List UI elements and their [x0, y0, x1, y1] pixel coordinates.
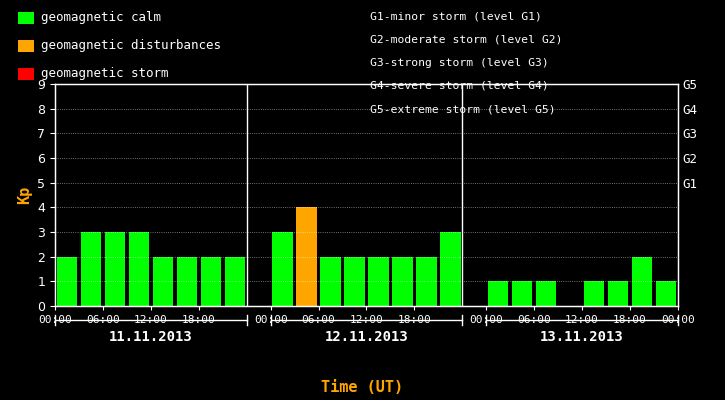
Text: G2-moderate storm (level G2): G2-moderate storm (level G2)	[370, 34, 563, 44]
Bar	[320, 257, 341, 306]
Bar	[368, 257, 389, 306]
Bar	[105, 232, 125, 306]
Text: geomagnetic storm: geomagnetic storm	[41, 68, 169, 80]
Y-axis label: Kp: Kp	[17, 186, 32, 204]
Bar	[57, 257, 78, 306]
Text: G4-severe storm (level G4): G4-severe storm (level G4)	[370, 81, 549, 91]
Bar	[440, 232, 460, 306]
Bar	[584, 281, 604, 306]
Bar	[631, 257, 652, 306]
Bar	[608, 281, 628, 306]
Bar	[488, 281, 508, 306]
Bar	[153, 257, 173, 306]
Bar	[536, 281, 556, 306]
Bar	[225, 257, 245, 306]
Bar	[129, 232, 149, 306]
Text: G1-minor storm (level G1): G1-minor storm (level G1)	[370, 11, 542, 21]
Bar	[201, 257, 221, 306]
Bar	[344, 257, 365, 306]
Bar	[297, 207, 317, 306]
Bar	[273, 232, 293, 306]
Bar	[81, 232, 102, 306]
Bar	[392, 257, 413, 306]
Text: G3-strong storm (level G3): G3-strong storm (level G3)	[370, 58, 549, 68]
Text: geomagnetic calm: geomagnetic calm	[41, 12, 162, 24]
Bar	[512, 281, 532, 306]
Text: 11.11.2013: 11.11.2013	[109, 330, 193, 344]
Bar	[177, 257, 197, 306]
Bar	[655, 281, 676, 306]
Text: Time (UT): Time (UT)	[321, 380, 404, 395]
Text: geomagnetic disturbances: geomagnetic disturbances	[41, 40, 221, 52]
Text: G5-extreme storm (level G5): G5-extreme storm (level G5)	[370, 104, 555, 114]
Text: 13.11.2013: 13.11.2013	[540, 330, 624, 344]
Bar	[416, 257, 436, 306]
Text: 12.11.2013: 12.11.2013	[325, 330, 408, 344]
